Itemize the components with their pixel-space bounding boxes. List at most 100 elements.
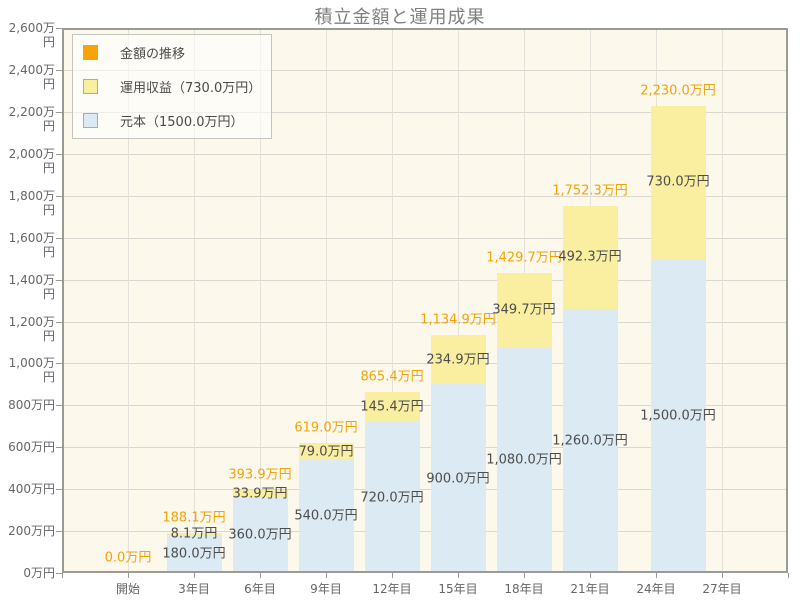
x-axis-tick-2 [194, 573, 195, 578]
x-axis-tick-10 [722, 573, 723, 578]
legend-swatch-1 [83, 78, 98, 94]
bar-profit-label-6: 349.7万円 [492, 302, 556, 318]
bar-principal-2[interactable] [232, 497, 288, 573]
legend-swatch-2 [83, 113, 98, 129]
bar-total-label-2: 393.9万円 [228, 467, 292, 483]
legend-item-0[interactable]: 金額の推移 [73, 35, 271, 69]
bar-principal-label-1: 180.0万円 [162, 546, 226, 562]
x-axis-label-1: 3年目 [178, 582, 210, 596]
bar-profit-8[interactable] [650, 105, 706, 259]
bar-principal-1[interactable] [166, 535, 222, 573]
gridline-vertical [128, 28, 129, 573]
y-axis-tick-11 [56, 111, 62, 113]
legend-item-1[interactable]: 運用収益（730.0万円） [73, 69, 271, 103]
gridline-horizontal [62, 363, 788, 365]
bar-profit-3[interactable] [298, 443, 354, 460]
bar-profit-label-5: 234.9万円 [426, 352, 490, 368]
y-axis-tick-6 [56, 321, 62, 323]
bar-profit-4[interactable] [364, 391, 420, 423]
bar-profit-7[interactable] [562, 205, 618, 309]
x-axis-tick-11 [788, 573, 789, 578]
y-axis-tick-4 [56, 405, 62, 407]
y-axis-label-10: 2,000万円 [8, 146, 55, 175]
gridline-horizontal [62, 447, 788, 449]
x-axis-label-4: 12年目 [372, 582, 412, 596]
legend-item-label-2: 元本（1500.0万円） [120, 115, 244, 131]
bar-total-label-3: 619.0万円 [294, 420, 358, 436]
gridline-horizontal [62, 489, 788, 491]
y-axis-tick-13 [56, 28, 62, 29]
gridline-horizontal [62, 69, 788, 71]
bar-profit-5[interactable] [430, 335, 486, 385]
bar-principal-8[interactable] [650, 258, 706, 573]
y-axis-tick-12 [56, 69, 62, 71]
bar-total-label-4: 865.4万円 [360, 369, 424, 385]
y-axis-label-5: 1,000万円 [8, 356, 55, 385]
bar-profit-1[interactable] [166, 533, 222, 536]
bar-profit-2[interactable] [232, 490, 288, 498]
y-axis-label-4: 800万円 [8, 398, 55, 413]
x-axis-label-9: 27年目 [702, 582, 742, 596]
y-axis-tick-8 [56, 237, 62, 239]
bar-profit-label-8: 730.0万円 [646, 174, 710, 190]
y-axis-tick-5 [56, 363, 62, 365]
y-axis-label-6: 1,200万円 [8, 314, 55, 343]
gridline-horizontal [62, 405, 788, 407]
bar-principal-label-6: 1,080.0万円 [486, 452, 562, 468]
x-axis-tick-9 [656, 573, 657, 578]
bar-profit-label-7: 492.3万円 [558, 249, 622, 265]
bar-total-label-1: 188.1万円 [162, 510, 226, 526]
gridline-horizontal [62, 28, 788, 29]
x-axis-label-7: 21年目 [570, 582, 610, 596]
y-axis-label-9: 1,800万円 [8, 188, 55, 217]
bar-principal-label-7: 1,260.0万円 [552, 433, 628, 449]
bar-principal-3[interactable] [298, 459, 354, 573]
gridline-horizontal [62, 279, 788, 281]
bar-profit-6[interactable] [496, 273, 552, 347]
x-axis-label-2: 6年目 [244, 582, 276, 596]
x-axis-label-5: 15年目 [438, 582, 478, 596]
bar-total-label-8: 2,230.0万円 [640, 83, 716, 99]
y-axis-tick-2 [56, 489, 62, 491]
bar-principal-label-5: 900.0万円 [426, 471, 490, 487]
gridline-vertical [458, 28, 459, 573]
y-axis-tick-1 [56, 531, 62, 533]
bar-principal-4[interactable] [364, 422, 420, 573]
legend: 金額の推移 運用収益（730.0万円） 元本（1500.0万円） [72, 34, 272, 139]
gridline-horizontal [62, 153, 788, 155]
y-axis-label-12: 2,400万円 [8, 62, 55, 91]
bar-profit-label-4: 145.4万円 [360, 399, 424, 415]
bar-principal-6[interactable] [496, 346, 552, 573]
bar-total-label-7: 1,752.3万円 [552, 183, 628, 199]
x-axis-tick-1 [128, 573, 129, 578]
gridline-vertical [260, 28, 261, 573]
x-axis-label-8: 24年目 [636, 582, 676, 596]
x-axis-label-6: 18年目 [504, 582, 544, 596]
gridline-horizontal [62, 111, 788, 113]
bar-principal-5[interactable] [430, 384, 486, 573]
bar-principal-label-3: 540.0万円 [294, 508, 358, 524]
y-axis-tick-10 [56, 153, 62, 155]
x-axis-label-3: 9年目 [310, 582, 342, 596]
bar-profit-label-3: 79.0万円 [298, 444, 354, 459]
chart-title: 積立金額と運用成果 [314, 7, 486, 28]
bar-principal-7[interactable] [562, 308, 618, 573]
y-axis-label-13: 2,600万円 [8, 21, 55, 49]
x-axis-label-0: 開始 [115, 582, 141, 596]
bar-profit-label-2: 33.9万円 [232, 486, 288, 502]
y-axis-label-2: 400万円 [8, 482, 55, 497]
bar-principal-label-4: 720.0万円 [360, 490, 424, 505]
gridline-horizontal [62, 321, 788, 323]
x-axis-tick-3 [260, 573, 261, 578]
bar-principal-label-2: 360.0万円 [228, 527, 292, 543]
legend-swatch-0 [83, 44, 98, 60]
y-axis-label-0: 0万円 [23, 566, 55, 580]
gridline-horizontal [62, 531, 788, 533]
bar-total-label-5: 1,134.9万円 [420, 312, 496, 328]
gridline-vertical [392, 28, 393, 573]
y-axis-tick-3 [56, 447, 62, 449]
gridline-horizontal [62, 237, 788, 239]
legend-item-2[interactable]: 元本（1500.0万円） [73, 104, 271, 138]
gridline-horizontal [62, 195, 788, 197]
